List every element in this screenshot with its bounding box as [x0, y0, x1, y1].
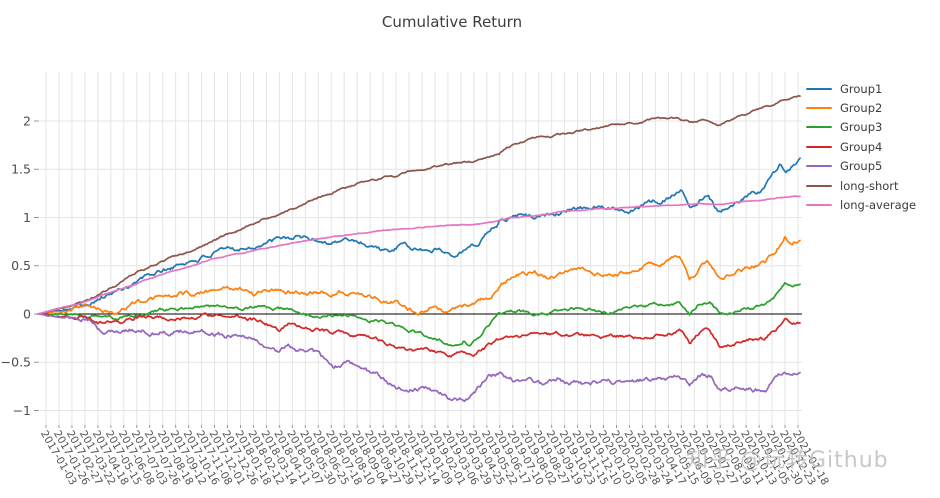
y-tick-label: 0.5: [11, 258, 31, 273]
legend-label: long-average: [840, 198, 917, 213]
legend-item-group1: Group1: [806, 79, 916, 98]
legend-item-group4: Group4: [806, 137, 916, 156]
series-line-group5: [37, 313, 801, 403]
legend-label: Group5: [840, 159, 883, 174]
y-tick-label: 1: [23, 210, 31, 225]
y-tick-label: 0: [23, 306, 31, 321]
legend-item-group2: Group2: [806, 98, 916, 117]
legend: Group1 Group2 Group3 Group4 Group5 long-short…: [806, 79, 916, 215]
chart-title: Cumulative Return: [381, 13, 523, 31]
series-line-long-short: [37, 94, 801, 315]
watermark: 知乎 @玩转Github: [686, 448, 889, 473]
legend-line-swatch: [806, 165, 832, 168]
legend-item-group3: Group3: [806, 118, 916, 137]
series-line-group1: [37, 157, 801, 315]
y-tick-label: 2: [23, 113, 31, 128]
legend-line-swatch: [806, 126, 832, 129]
legend-item-long-short: long-short: [806, 176, 916, 195]
series-line-group4: [37, 312, 801, 358]
legend-line-swatch: [806, 107, 832, 110]
series-line-long-average: [37, 195, 801, 315]
series-line-group3: [37, 281, 801, 347]
legend-item-group5: Group5: [806, 157, 916, 176]
legend-label: Group3: [840, 120, 883, 135]
y-tick-label: −0.5: [1, 355, 31, 370]
legend-line-swatch: [806, 87, 832, 90]
legend-label: Group1: [840, 81, 883, 96]
legend-line-swatch: [806, 145, 832, 148]
series-line-group2: [37, 235, 801, 316]
legend-line-swatch: [806, 204, 832, 207]
legend-item-long-average: long-average: [806, 195, 916, 214]
legend-label: Group2: [840, 101, 883, 116]
legend-label: Group4: [840, 139, 883, 154]
legend-label: long-short: [840, 178, 899, 193]
y-tick-label: −1: [13, 403, 31, 418]
y-tick-label: 1.5: [11, 162, 31, 177]
legend-line-swatch: [806, 184, 832, 187]
